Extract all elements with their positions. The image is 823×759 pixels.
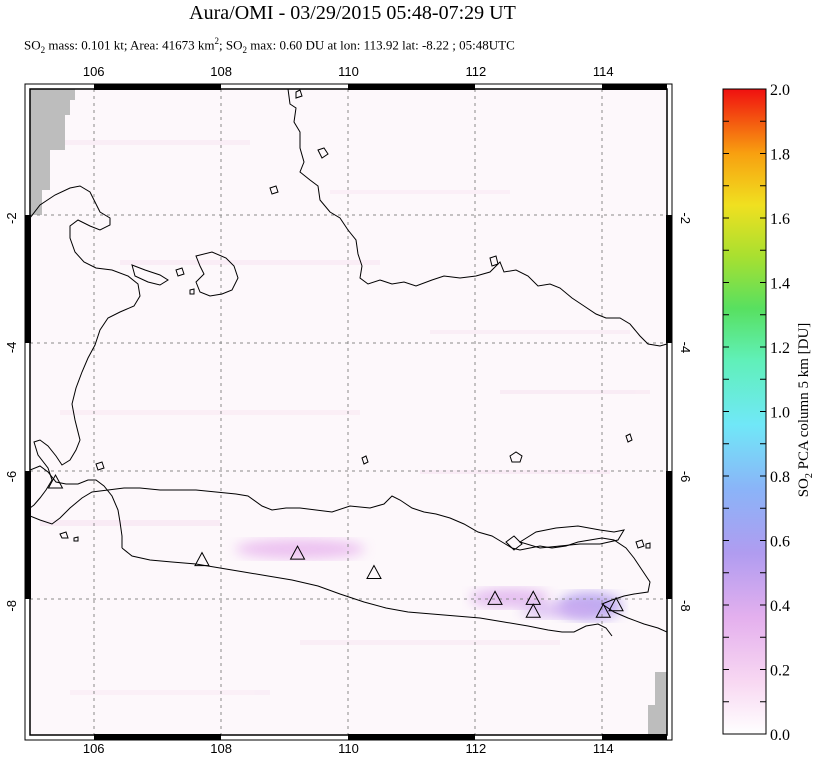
colorbar: [722, 88, 767, 735]
coastline-island: [489, 255, 499, 267]
colorbar-tick-label: 1.8: [770, 147, 790, 164]
lat-tick-label-left: -4: [4, 342, 19, 354]
lon-tick-label-bottom: 108: [210, 741, 232, 756]
so2-patch: [520, 602, 600, 618]
lat-tick-label-left: -2: [4, 212, 19, 224]
coastline-island: [317, 147, 329, 159]
coastline-island: [189, 288, 195, 295]
colorbar-tick-label: 1.2: [770, 340, 790, 357]
colorbar-tick-label: 2.0: [770, 82, 790, 99]
coastline-java: [30, 487, 667, 633]
so2-patch: [235, 539, 365, 559]
colorbar-ticks: 2.0 1.8 1.6 1.4 1.2 1.0 0.8 0.6 0.4 0.2 0.0: [723, 82, 790, 744]
tick-label-layer: 106 106 108 108 110 110 112 112 114 114 -2 -2 -4 -4 -6…: [4, 64, 693, 756]
lon-tick-label-top: 112: [466, 64, 487, 79]
coastline-sumatra: [30, 185, 141, 509]
coastline-island: [95, 461, 105, 471]
lon-tick-label-top: 110: [338, 64, 359, 79]
coastline-island: [175, 267, 185, 277]
volcano-marker: [608, 596, 624, 612]
lat-tick-label-right: -2: [678, 212, 693, 224]
colorbar-tick-label: 1.0: [770, 405, 790, 422]
subtitle: SO2 mass: 0.101 kt; Area: 41673 km2; SO2…: [24, 36, 515, 55]
volcano-marker: [366, 564, 382, 579]
colorbar-tick-label: 0.2: [770, 663, 790, 680]
volcano-marker: [595, 603, 612, 618]
volcano-marker: [487, 590, 503, 605]
coastline-island: [295, 89, 303, 99]
colorbar-tick-label: 1.6: [770, 211, 790, 228]
colorbar-tick-label: 0.6: [770, 534, 790, 551]
coastline-belitung: [195, 251, 239, 297]
coastline-island: [59, 531, 69, 539]
volcano-marker: [47, 474, 64, 489]
lon-tick-label-bottom: 106: [83, 741, 105, 756]
grid-lines: [30, 89, 667, 735]
volcano-marker: [525, 603, 542, 618]
lon-tick-label-top: 114: [593, 64, 614, 79]
coastline-island: [509, 451, 523, 463]
so2-patch: [470, 588, 550, 608]
lat-tick-label-left: -6: [4, 471, 19, 483]
lon-tick-label-bottom: 112: [466, 741, 487, 756]
colorbar-title: SO2 PCA column 5 km [DU]: [796, 322, 815, 498]
so2-layer: [30, 89, 667, 735]
coastline-island: [505, 535, 523, 551]
coastline-island: [625, 433, 633, 443]
no-data-area: [648, 672, 667, 735]
lon-tick-label-bottom: 114: [593, 741, 614, 756]
volcano-marker: [289, 545, 306, 560]
coastline-java-south: [121, 547, 613, 637]
coastline-bangka: [131, 264, 169, 286]
lat-tick-label-right: -6: [678, 471, 693, 483]
lon-tick-label-top: 108: [210, 64, 232, 79]
lat-tick-label-right: -4: [678, 342, 693, 354]
volcano-marker: [194, 551, 210, 567]
coastline-java-west: [30, 465, 123, 548]
lon-tick-label-bottom: 110: [338, 741, 359, 756]
coastline-island: [361, 455, 369, 465]
colorbar-tick-label: 0.0: [770, 727, 790, 744]
frame-bars: [24, 83, 673, 741]
colorbar-tick-label: 0.4: [770, 598, 790, 615]
coastline-island: [645, 542, 651, 549]
coastlines: [30, 89, 667, 637]
colorbar-tick-label: 0.8: [770, 469, 790, 486]
coastline-island: [635, 539, 645, 549]
page-title: Aura/OMI - 03/29/2015 05:48-07:29 UT: [189, 2, 516, 24]
coastline-madura: [518, 525, 626, 549]
lon-tick-label-top: 106: [83, 64, 105, 79]
so2-background-streaks: [30, 140, 650, 695]
lat-tick-label-left: -8: [4, 600, 19, 612]
coastline-kalimantan: [287, 89, 667, 347]
coastline-island: [73, 536, 79, 542]
colorbar-tick-label: 1.4: [770, 276, 790, 293]
lat-tick-label-right: -8: [678, 600, 693, 612]
coastline-island: [269, 185, 279, 195]
no-data-area: [30, 89, 75, 215]
volcano-layer: [47, 474, 624, 618]
